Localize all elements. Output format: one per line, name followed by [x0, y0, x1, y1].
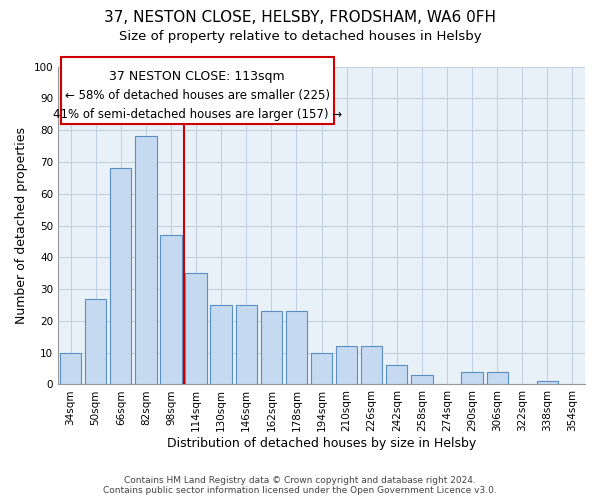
Bar — [185, 273, 207, 384]
Bar — [536, 382, 558, 384]
Bar — [60, 352, 81, 384]
Bar — [311, 352, 332, 384]
Bar — [260, 312, 282, 384]
X-axis label: Distribution of detached houses by size in Helsby: Distribution of detached houses by size … — [167, 437, 476, 450]
FancyBboxPatch shape — [61, 57, 334, 124]
Text: Size of property relative to detached houses in Helsby: Size of property relative to detached ho… — [119, 30, 481, 43]
Bar — [411, 375, 433, 384]
Bar — [160, 235, 182, 384]
Bar — [135, 136, 157, 384]
Bar — [236, 305, 257, 384]
Bar — [211, 305, 232, 384]
Text: 37, NESTON CLOSE, HELSBY, FRODSHAM, WA6 0FH: 37, NESTON CLOSE, HELSBY, FRODSHAM, WA6 … — [104, 10, 496, 25]
Bar — [110, 168, 131, 384]
Text: ← 58% of detached houses are smaller (225): ← 58% of detached houses are smaller (22… — [65, 89, 330, 102]
Bar — [336, 346, 357, 385]
Bar — [85, 298, 106, 384]
Text: 41% of semi-detached houses are larger (157) →: 41% of semi-detached houses are larger (… — [53, 108, 342, 121]
Text: 37 NESTON CLOSE: 113sqm: 37 NESTON CLOSE: 113sqm — [109, 70, 285, 82]
Bar — [487, 372, 508, 384]
Bar — [361, 346, 382, 385]
Bar — [461, 372, 483, 384]
Bar — [286, 312, 307, 384]
Bar — [386, 366, 407, 384]
Y-axis label: Number of detached properties: Number of detached properties — [15, 127, 28, 324]
Text: Contains HM Land Registry data © Crown copyright and database right 2024.
Contai: Contains HM Land Registry data © Crown c… — [103, 476, 497, 495]
